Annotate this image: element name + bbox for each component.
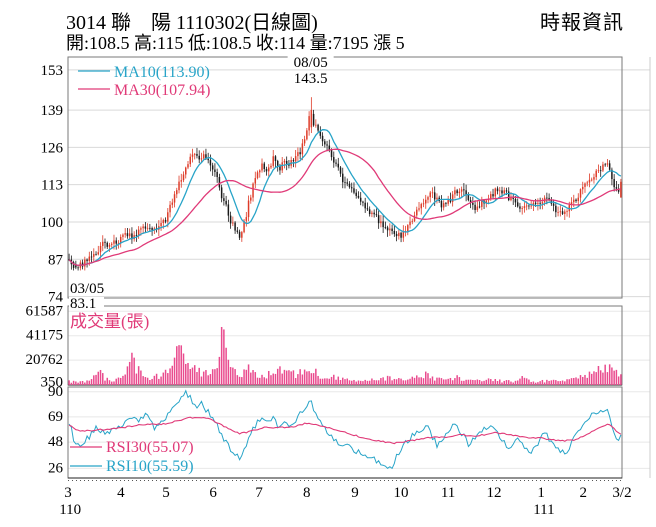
rsi-legend: RSI30(55.07) RSI10(55.59) [70,439,194,475]
svg-text:74: 74 [48,290,64,306]
svg-text:48: 48 [48,434,63,450]
svg-text:41175: 41175 [26,328,63,344]
y-axis-price: 153 139 126 113 100 87 74 [41,63,64,306]
svg-text:126: 126 [41,140,64,156]
candlesticks [68,97,622,271]
svg-text:139: 139 [41,103,64,119]
ma10-line [68,129,622,267]
ma30-legend-label: MA30(107.94) [114,82,210,99]
svg-text:7: 7 [255,485,263,501]
svg-text:9: 9 [351,485,359,501]
svg-text:26: 26 [48,460,64,476]
volume-label: 成交量(張) [70,312,149,331]
svg-text:8: 8 [303,485,311,501]
svg-text:111: 111 [533,502,554,518]
svg-text:1: 1 [537,485,545,501]
svg-text:87: 87 [48,252,64,268]
svg-text:100: 100 [41,215,64,231]
svg-text:3/2: 3/2 [612,485,631,501]
svg-text:2: 2 [579,485,587,501]
svg-text:69: 69 [48,409,63,425]
svg-text:10: 10 [393,485,408,501]
svg-text:113: 113 [41,178,63,194]
svg-text:153: 153 [41,63,64,79]
svg-text:350: 350 [41,375,64,391]
svg-text:61587: 61587 [26,303,64,319]
svg-text:5: 5 [162,485,170,501]
svg-text:6: 6 [209,485,217,501]
data-source-label: 時報資訊 [540,12,624,34]
grid-lines [68,57,651,478]
svg-text:12: 12 [487,485,502,501]
svg-text:143.5: 143.5 [294,71,328,87]
y-axis-volume: 61587 41175 20762 350 [26,303,64,390]
rsi30-legend-label: RSI30(55.07) [106,439,194,456]
svg-text:08/05: 08/05 [294,55,328,71]
ohlc-quote-line: 開:108.5 高:115 低:108.5 收:114 量:7195 漲 5 [66,33,405,53]
svg-text:03/05: 03/05 [70,281,104,297]
svg-text:90: 90 [48,384,63,400]
svg-text:4: 4 [117,485,125,501]
rsi10-line [68,389,622,470]
svg-text:3: 3 [64,485,72,501]
stock-title: 3014 聯 陽 1110302(日線圖) [66,12,318,34]
ma-legend: MA10(113.90)MA30(107.94) [78,64,210,99]
ma30-line [68,148,622,267]
svg-text:11: 11 [441,485,455,501]
y-axis-rsi: 90 69 48 26 [48,384,64,477]
svg-text:20762: 20762 [26,352,64,368]
svg-text:83.1: 83.1 [70,296,96,312]
rsi30-line [68,416,622,445]
rsi10-legend-label: RSI10(55.59) [106,458,194,475]
svg-text:110: 110 [59,502,81,518]
volume-title: 成交量(張) [70,312,149,331]
ma10-legend-label: MA10(113.90) [114,64,210,81]
volume-bars [68,326,622,385]
